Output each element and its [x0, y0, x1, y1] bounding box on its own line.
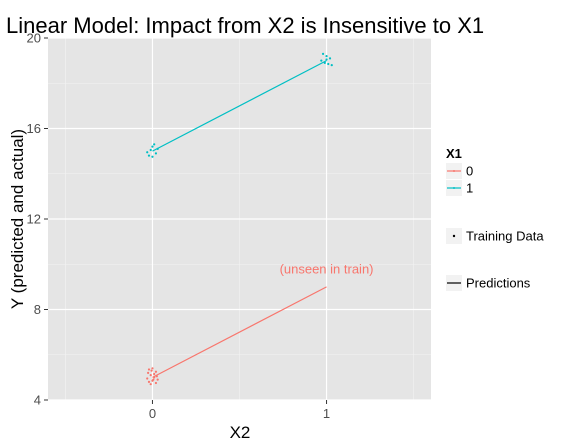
grid-lines [48, 37, 431, 401]
legend: X1 0 1 Training Data Predictions [446, 146, 544, 291]
legend-key-training-point [452, 234, 456, 238]
training-points [146, 52, 333, 386]
training-point-x1-1 [323, 61, 326, 64]
training-point-x1-1 [327, 62, 330, 66]
training-point-x1-0 [155, 375, 158, 378]
training-point-x1-0 [150, 369, 153, 372]
chart-title: Linear Model: Impact from X2 is Insensit… [6, 13, 484, 38]
training-point-x1-0 [156, 378, 159, 381]
training-point-x1-0 [153, 376, 156, 379]
training-point-x1-0 [152, 378, 155, 381]
training-point-x1-1 [325, 55, 328, 58]
y-tick-label: 12 [27, 212, 41, 227]
training-point-x1-1 [146, 151, 149, 154]
training-point-x1-0 [151, 367, 154, 370]
training-point-x1-0 [149, 374, 152, 377]
legend-label-point: Training Data [466, 229, 544, 244]
training-point-x1-1 [328, 57, 332, 60]
training-point-x1-1 [154, 152, 158, 155]
y-axis-title: Y (predicted and actual) [8, 129, 27, 309]
legend-key-point-x1-1 [453, 187, 455, 189]
training-point-x1-0 [147, 368, 151, 371]
x-tick-label: 0 [149, 406, 156, 421]
prediction-line-x1-1 [152, 60, 327, 152]
training-point-x1-0 [154, 370, 158, 373]
training-point-x1-1 [325, 58, 328, 61]
y-tick-label: 8 [34, 302, 41, 317]
legend-label-x1-1: 1 [466, 181, 473, 196]
legend-title: X1 [446, 146, 462, 161]
prediction-lines [152, 60, 327, 378]
training-point-x1-0 [146, 377, 149, 380]
annotations: (unseen in train) [280, 261, 374, 276]
x-tick-label: 1 [323, 406, 330, 421]
y-tick-label: 4 [34, 393, 41, 408]
legend-label-x1-0: 0 [466, 164, 473, 179]
training-point-x1-1 [149, 148, 152, 152]
training-point-x1-1 [151, 155, 154, 158]
training-point-x1-1 [321, 52, 325, 55]
training-point-x1-1 [147, 154, 151, 157]
training-point-x1-0 [153, 372, 156, 376]
training-point-x1-0 [147, 371, 150, 374]
annotation-label: (unseen in train) [280, 261, 374, 276]
training-point-x1-1 [156, 147, 159, 150]
y-tick-label: 20 [27, 31, 41, 46]
training-point-x1-1 [320, 59, 323, 62]
x-axis-title: X2 [230, 423, 251, 442]
training-point-x1-1 [330, 64, 333, 67]
y-tick-label: 16 [27, 121, 41, 136]
legend-label-line: Predictions [466, 276, 531, 291]
training-point-x1-1 [153, 143, 156, 146]
training-point-x1-0 [149, 383, 152, 386]
training-point-x1-1 [151, 145, 154, 148]
legend-key-point-x1-0 [453, 170, 455, 172]
training-point-x1-0 [147, 380, 151, 383]
prediction-line-x1-0 [152, 286, 327, 378]
y-axis-ticks: 4 8 12 16 20 [27, 31, 48, 408]
training-point-x1-0 [154, 381, 158, 385]
